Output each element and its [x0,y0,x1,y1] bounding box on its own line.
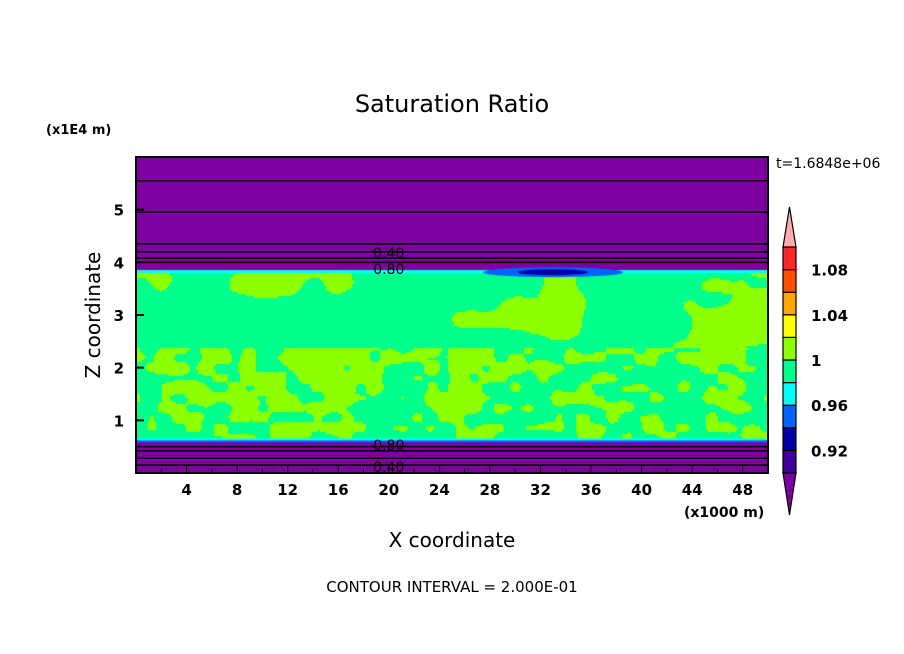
colorbar-tick-label: 1.04 [811,307,848,325]
colorbar-swatch [782,449,797,474]
plot-frame [135,156,769,474]
x-tick-label: 4 [181,481,191,499]
y-axis-label: Z coordinate [81,252,105,379]
contour-interval-note: CONTOUR INTERVAL = 2.000E-01 [326,578,577,596]
colorbar-swatch [782,314,797,338]
colorbar-swatch [782,404,797,429]
x-tick-label: 20 [378,481,399,499]
x-tick-label: 12 [277,481,298,499]
x-tick-label: 40 [631,481,652,499]
contour-label: 0.80 [373,438,404,454]
x-tick-label: 16 [328,481,349,499]
y-tick-label: 2 [114,360,124,378]
y-tick-label: 4 [114,254,124,272]
colorbar-over-triangle [782,206,797,248]
colorbar-tick-label: 0.92 [811,442,848,460]
colorbar-swatch [782,359,797,384]
chart-title: Saturation Ratio [355,90,549,118]
y-tick-label: 5 [114,202,124,220]
x-tick-label: 24 [429,481,450,499]
colorbar-swatch [782,382,797,406]
contour-label: 0.40 [373,246,404,262]
x-unit-label: (x1000 m) [684,505,764,521]
colorbar-swatch [782,269,797,293]
colorbar-under-triangle [782,472,797,516]
x-tick-label: 36 [581,481,602,499]
contour-label: 0.80 [373,262,404,278]
colorbar-tick-label: 1 [811,352,821,370]
colorbar-swatch [782,246,797,271]
colorbar-swatch [782,336,797,361]
y-unit-label: (x1E4 m) [46,123,111,138]
x-tick-label: 8 [232,481,242,499]
x-tick-label: 32 [530,481,551,499]
colorbar-tick-label: 0.96 [811,397,848,415]
y-tick-label: 1 [114,412,124,430]
x-axis-label: X coordinate [389,528,516,552]
x-tick-label: 48 [732,481,753,499]
x-tick-label: 44 [682,481,703,499]
colorbar-tick-label: 1.08 [811,262,848,280]
time-label: t=1.6848e+06 [776,156,880,172]
y-tick-label: 3 [114,307,124,325]
x-tick-label: 28 [479,481,500,499]
colorbar-swatch [782,427,797,451]
colorbar-swatch [782,291,797,316]
contour-field [136,157,768,473]
